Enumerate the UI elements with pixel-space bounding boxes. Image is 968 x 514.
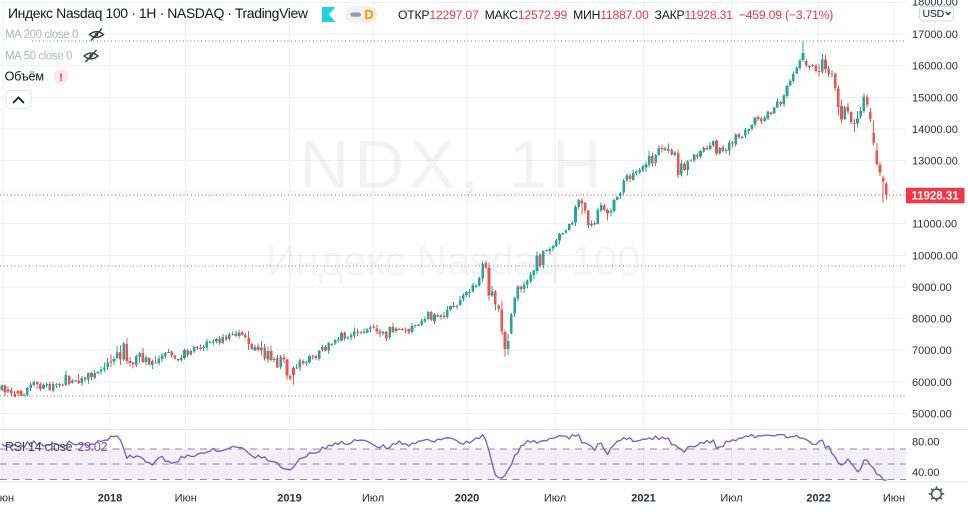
svg-text:Июл: Июл (720, 493, 742, 505)
svg-text:14000.00: 14000.00 (912, 124, 958, 136)
svg-text:Июн: Июн (883, 493, 905, 505)
svg-text:15000.00: 15000.00 (912, 92, 958, 104)
svg-text:Индекс Nasdaq 100 · 1H · NASDA: Индекс Nasdaq 100 · 1H · NASDAQ · Tradin… (8, 5, 309, 21)
svg-text:2020: 2020 (455, 493, 479, 505)
svg-text:8000.00: 8000.00 (912, 314, 952, 326)
svg-text:Июн: Июн (0, 493, 14, 505)
svg-text:2021: 2021 (631, 493, 655, 505)
svg-text:Объём: Объём (5, 69, 44, 84)
svg-text:11928.31: 11928.31 (911, 190, 959, 202)
svg-text:MA 200 close 0: MA 200 close 0 (5, 29, 78, 41)
svg-text:D: D (364, 8, 373, 22)
svg-text:17000.00: 17000.00 (912, 29, 958, 41)
svg-text:RSI 14 close 29.02: RSI 14 close 29.02 (5, 440, 108, 454)
svg-text:Июн: Июн (175, 493, 197, 505)
svg-text:5000.00: 5000.00 (912, 408, 952, 420)
svg-text:2019: 2019 (277, 493, 301, 505)
svg-text:80.00: 80.00 (912, 436, 940, 448)
svg-text:Индекс Nasdaq 100: Индекс Nasdaq 100 (266, 237, 640, 284)
svg-text:USD: USD (923, 8, 945, 20)
svg-text:40.00: 40.00 (912, 467, 940, 479)
svg-text:2018: 2018 (98, 493, 122, 505)
svg-text:16000.00: 16000.00 (912, 61, 958, 73)
svg-text:13000.00: 13000.00 (912, 156, 958, 168)
svg-text:!: ! (59, 72, 63, 84)
svg-text:Июл: Июл (362, 493, 384, 505)
svg-text:NDX, 1H: NDX, 1H (299, 126, 606, 203)
svg-text:10000.00: 10000.00 (912, 250, 958, 262)
svg-text:11000.00: 11000.00 (912, 219, 957, 231)
svg-text:MA 50 close 0: MA 50 close 0 (5, 51, 72, 63)
svg-text:7000.00: 7000.00 (912, 345, 952, 357)
svg-text:6000.00: 6000.00 (912, 377, 952, 389)
svg-text:2022: 2022 (806, 493, 830, 505)
svg-text:18000.00: 18000.00 (912, 0, 958, 8)
svg-text:Июл: Июл (544, 493, 566, 505)
svg-text:9000.00: 9000.00 (912, 282, 952, 294)
